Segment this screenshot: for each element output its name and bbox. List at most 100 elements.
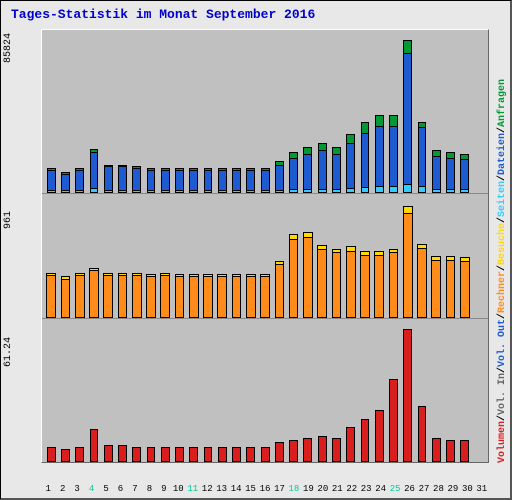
x-tick: 23 — [359, 484, 373, 494]
bar-dateien — [403, 53, 412, 194]
bar-seiten — [389, 186, 398, 193]
bar-seiten — [132, 190, 141, 194]
bar-seiten — [446, 189, 455, 193]
legend: Volumen / Vol. In / Vol. Out / Rechner /… — [497, 29, 508, 463]
bar-seiten — [189, 190, 198, 194]
panel-top — [42, 30, 488, 194]
x-tick: 29 — [446, 484, 460, 494]
bar-rechner — [75, 275, 85, 318]
bar-volumen — [104, 445, 113, 462]
x-tick: 2 — [55, 484, 69, 494]
bar-volumen — [232, 447, 241, 462]
bar-seiten — [289, 189, 298, 193]
bar-rechner — [346, 251, 356, 318]
bar-seiten — [161, 190, 170, 194]
bar-volumen — [261, 447, 270, 462]
bar-seiten — [432, 189, 441, 193]
bar-seiten — [204, 190, 213, 194]
bar-volumen — [147, 447, 156, 462]
x-tick: 6 — [113, 484, 127, 494]
x-tick: 16 — [258, 484, 272, 494]
legend-item: Anfragen — [497, 79, 508, 127]
bar-rechner — [175, 276, 185, 318]
x-tick: 9 — [157, 484, 171, 494]
legend-item: Besuche — [497, 223, 508, 265]
bar-seiten — [418, 186, 427, 193]
x-tick: 8 — [142, 484, 156, 494]
bar-rechner — [260, 276, 270, 318]
bar-rechner — [146, 276, 156, 318]
x-tick: 13 — [214, 484, 228, 494]
x-tick: 4 — [84, 484, 98, 494]
bar-volumen — [289, 440, 298, 462]
x-tick: 21 — [330, 484, 344, 494]
bar-dateien — [432, 156, 441, 193]
legend-item: Rechner — [497, 271, 508, 313]
bar-volumen — [47, 447, 56, 462]
y-label-top: 85824 — [3, 33, 14, 63]
chart-title: Tages-Statistik im Monat September 2016 — [1, 1, 510, 28]
bar-seiten — [318, 189, 327, 193]
bar-volumen — [132, 447, 141, 462]
bar-dateien — [418, 127, 427, 193]
bar-rechner — [160, 275, 170, 318]
legend-separator: / — [497, 175, 508, 181]
x-tick: 3 — [70, 484, 84, 494]
x-tick: 30 — [460, 484, 474, 494]
bar-rechner — [118, 275, 128, 318]
x-tick: 26 — [402, 484, 416, 494]
legend-separator: / — [497, 415, 508, 421]
bar-seiten — [118, 190, 127, 194]
x-tick: 19 — [301, 484, 315, 494]
x-tick: 10 — [171, 484, 185, 494]
bar-dateien — [332, 154, 341, 193]
x-tick: 28 — [431, 484, 445, 494]
legend-separator: / — [497, 127, 508, 133]
bar-volumen — [204, 447, 213, 462]
bar-rechner — [46, 275, 56, 318]
bar-volumen — [218, 447, 227, 462]
bar-volumen — [446, 440, 455, 462]
bar-rechner — [275, 264, 285, 318]
bar-rechner — [460, 261, 470, 319]
x-tick: 15 — [243, 484, 257, 494]
legend-item: Vol. In — [497, 373, 508, 415]
legend-separator: / — [497, 367, 508, 373]
bar-volumen — [361, 419, 370, 462]
legend-separator: / — [497, 313, 508, 319]
bar-rechner — [403, 213, 413, 319]
x-tick: 1 — [41, 484, 55, 494]
legend-separator: / — [497, 265, 508, 271]
x-tick: 31 — [475, 484, 489, 494]
bar-rechner — [103, 275, 113, 318]
bar-volumen — [61, 449, 70, 462]
legend-separator: / — [497, 217, 508, 223]
bar-rechner — [189, 276, 199, 318]
x-tick: 27 — [417, 484, 431, 494]
bar-seiten — [332, 189, 341, 193]
x-tick: 11 — [186, 484, 200, 494]
bar-rechner — [332, 252, 342, 318]
bar-seiten — [218, 190, 227, 194]
x-tick: 20 — [316, 484, 330, 494]
bar-volumen — [75, 447, 84, 462]
bar-rechner — [303, 237, 313, 319]
bar-seiten — [75, 190, 84, 194]
bar-dateien — [303, 154, 312, 193]
x-tick: 5 — [99, 484, 113, 494]
bar-seiten — [346, 188, 355, 193]
bar-rechner — [203, 276, 213, 318]
legend-item: Vol. Out — [497, 319, 508, 367]
bar-seiten — [303, 189, 312, 193]
bar-seiten — [375, 186, 384, 193]
legend-item: Dateien — [497, 133, 508, 175]
x-tick: 7 — [128, 484, 142, 494]
bar-dateien — [389, 126, 398, 194]
bar-volumen — [275, 442, 284, 462]
legend-item: Volumen — [497, 421, 508, 463]
x-tick: 25 — [388, 484, 402, 494]
bar-rechner — [446, 260, 456, 319]
bar-seiten — [275, 190, 284, 194]
bar-seiten — [403, 184, 412, 193]
bar-volumen — [332, 438, 341, 462]
